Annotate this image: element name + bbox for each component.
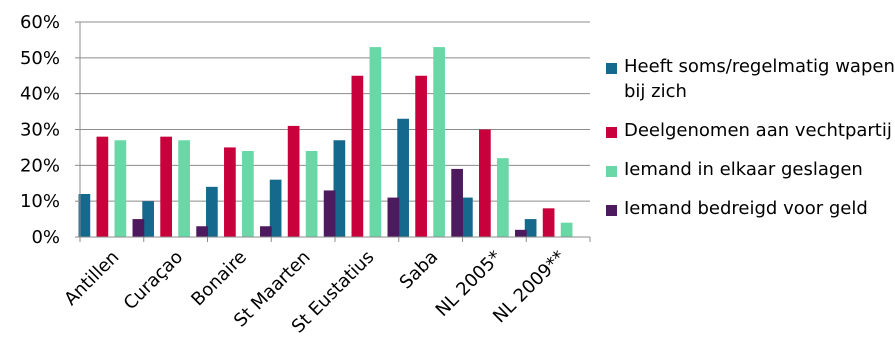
legend-item: Deelgenomen aan vechtpartij bbox=[606, 118, 895, 143]
y-tick-label: 40% bbox=[20, 84, 60, 105]
y-tick-label: 50% bbox=[20, 48, 60, 69]
legend-label: Iemand bedreigd voor geld bbox=[624, 198, 868, 219]
bar bbox=[142, 201, 154, 237]
bar bbox=[397, 118, 409, 237]
legend-label: Iemand in elkaar geslagen bbox=[624, 159, 863, 180]
bar bbox=[542, 208, 555, 237]
bar bbox=[160, 136, 172, 237]
bar bbox=[387, 197, 400, 237]
y-tick-label: 0% bbox=[31, 227, 60, 248]
y-tick-label: 20% bbox=[20, 155, 60, 176]
bar bbox=[515, 229, 527, 237]
bar bbox=[560, 222, 573, 237]
bar bbox=[224, 147, 236, 237]
bar bbox=[323, 190, 336, 237]
x-tick-label: Saba bbox=[396, 247, 443, 294]
legend-label: Heeft soms/regelmatig wapen bij zich bbox=[624, 56, 895, 102]
x-tick-label: Bonaire bbox=[187, 247, 251, 311]
bar bbox=[96, 136, 109, 237]
bar bbox=[78, 194, 91, 237]
legend-swatch bbox=[606, 166, 617, 177]
bar bbox=[242, 151, 254, 237]
bar bbox=[524, 219, 537, 237]
bar bbox=[479, 129, 491, 237]
bar bbox=[351, 75, 364, 237]
legend-swatch bbox=[606, 63, 617, 74]
legend-item: Heeft soms/regelmatig wapen bij zich bbox=[606, 54, 895, 104]
bar bbox=[433, 47, 445, 237]
bar bbox=[305, 151, 318, 237]
bar bbox=[260, 226, 272, 237]
legend-swatch bbox=[606, 127, 617, 138]
y-tick-label: 10% bbox=[20, 191, 60, 212]
legend-item: Iemand in elkaar geslagen bbox=[606, 157, 895, 182]
legend-label: Deelgenomen aan vechtpartij bbox=[624, 120, 892, 141]
y-tick-label: 30% bbox=[20, 120, 60, 141]
bar bbox=[497, 158, 509, 237]
bar bbox=[369, 47, 382, 237]
bar bbox=[269, 179, 282, 237]
bar bbox=[333, 140, 346, 237]
x-tick-label: Antillen bbox=[60, 247, 123, 310]
legend-item: Iemand bedreigd voor geld bbox=[606, 196, 895, 221]
bar bbox=[287, 125, 300, 237]
bar bbox=[178, 140, 190, 237]
bar bbox=[206, 186, 218, 237]
bar bbox=[461, 197, 473, 237]
bar bbox=[196, 226, 208, 237]
bar bbox=[415, 75, 427, 237]
bar bbox=[114, 140, 127, 237]
legend-swatch bbox=[606, 205, 617, 216]
x-tick-label: Curaçao bbox=[120, 247, 187, 314]
legend: Heeft soms/regelmatig wapen bij zich Deel… bbox=[606, 54, 895, 235]
y-tick-label: 60% bbox=[20, 12, 60, 33]
bar bbox=[451, 168, 463, 237]
bar bbox=[132, 219, 145, 237]
